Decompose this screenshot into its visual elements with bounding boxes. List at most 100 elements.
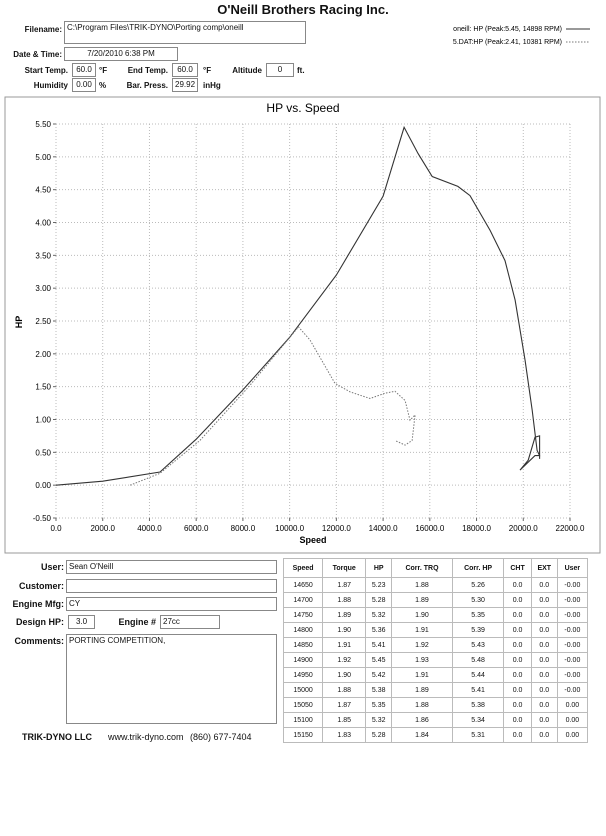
field-unit: inHg [203, 81, 221, 90]
table-row: 15000 1.88 5.38 1.89 5.41 0.0 0.0 -0.00 [282, 682, 589, 698]
y-tick-label: 5.00 [35, 153, 51, 162]
x-tick-label: 2000.0 [90, 524, 115, 533]
table-cell: 0.0 [530, 712, 558, 728]
table-cell: 5.23 [365, 577, 393, 593]
y-tick-label: 0.00 [35, 481, 51, 490]
table-cell: 5.28 [365, 727, 393, 743]
column-header: HP [365, 558, 393, 578]
x-tick-label: 16000.0 [415, 524, 444, 533]
table-cell: 1.88 [322, 592, 367, 608]
field-value: 60.0 [72, 63, 96, 77]
chart-title: HP vs. Speed [266, 101, 339, 115]
table-cell: 5.42 [365, 667, 393, 683]
form-label: Design HP: [15, 617, 64, 627]
table-row: 14800 1.90 5.36 1.91 5.39 0.0 0.0 -0.00 [282, 622, 589, 638]
table-cell: 1.87 [322, 577, 367, 593]
table-cell: -0.00 [556, 592, 589, 608]
table-cell: 0.0 [503, 592, 532, 608]
table-cell: 5.35 [451, 607, 505, 623]
chart: HP vs. Speed Speed HP -0.500.000.501.001… [4, 26, 601, 554]
x-tick-label: 14000.0 [369, 524, 398, 533]
table-cell: 0.0 [503, 682, 532, 698]
field-unit: °F [99, 66, 108, 75]
y-tick-label: 2.00 [35, 350, 51, 359]
form-value: Sean O'Neill [66, 560, 277, 574]
x-tick-label: 0.0 [50, 524, 62, 533]
x-tick-label: 4000.0 [137, 524, 162, 533]
table-cell: 0.0 [530, 727, 558, 743]
footer-website: www.trik-dyno.com [108, 732, 184, 742]
table-cell: 5.31 [451, 727, 505, 743]
footer-company: TRIK-DYNO LLC [22, 732, 92, 742]
form-value: PORTING COMPETITION, [66, 634, 277, 724]
table-row: 15050 1.87 5.35 1.88 5.38 0.0 0.0 0.00 [282, 697, 589, 713]
table-cell: 0.0 [503, 712, 532, 728]
table-cell: 5.26 [451, 577, 505, 593]
table-cell: -0.00 [556, 667, 589, 683]
table-cell: 5.43 [451, 637, 505, 653]
table-cell: 1.88 [322, 682, 367, 698]
column-header: Corr. TRQ [391, 558, 453, 578]
legend-label: 5.DAT:HP (Peak:2.41, 10381 RPM) [453, 39, 562, 46]
form-value: CY [66, 597, 277, 611]
table-cell: 14650 [282, 577, 324, 593]
table-cell: 14900 [282, 652, 324, 668]
table-cell: -0.00 [556, 637, 589, 653]
form-label: Customer: [18, 581, 64, 591]
table-row: 14950 1.90 5.42 1.91 5.44 0.0 0.0 -0.00 [282, 667, 589, 683]
table-cell: -0.00 [556, 577, 589, 593]
table-row: 14900 1.92 5.45 1.93 5.48 0.0 0.0 -0.00 [282, 652, 589, 668]
table-cell: 0.00 [556, 712, 589, 728]
field-value: 0 [266, 63, 294, 77]
column-header: User [556, 558, 589, 578]
table-cell: 5.45 [365, 652, 393, 668]
table-cell: 1.89 [322, 607, 367, 623]
table-cell: 5.36 [365, 622, 393, 638]
form-value: 3.0 [68, 615, 95, 629]
y-axis-label: HP [14, 316, 24, 329]
table-cell: 5.44 [451, 667, 505, 683]
y-tick-label: 1.50 [35, 383, 51, 392]
legend-label: oneill: HP (Peak:5.45, 14898 RPM) [453, 26, 562, 33]
x-tick-label: 10000.0 [275, 524, 304, 533]
x-axis-label: Speed [299, 535, 326, 545]
series-line [129, 326, 416, 486]
table-row: 15150 1.83 5.28 1.84 5.31 0.0 0.0 0.00 [282, 727, 589, 743]
field-value: 7/20/2010 6:38 PM [64, 47, 178, 61]
field-label: Filename: [24, 25, 62, 34]
form-label: Engine Mfg: [12, 599, 65, 609]
table-cell: 1.90 [322, 622, 367, 638]
data-table: Speed Torque HP Corr. TRQ Corr. HP CHT EXT User… [282, 558, 589, 743]
y-tick-label: 0.50 [35, 448, 51, 457]
table-cell: 0.0 [530, 697, 558, 713]
table-row: 15100 1.85 5.32 1.86 5.34 0.0 0.0 0.00 [282, 712, 589, 728]
field-label: Altitude [232, 66, 262, 75]
table-cell: -0.00 [556, 682, 589, 698]
y-tick-label: 3.00 [35, 284, 51, 293]
table-cell: 5.38 [451, 697, 505, 713]
table-cell: 5.32 [365, 607, 393, 623]
x-tick-label: 20000.0 [509, 524, 538, 533]
table-cell: 14700 [282, 592, 324, 608]
table-row: 14750 1.89 5.32 1.90 5.35 0.0 0.0 -0.00 [282, 607, 589, 623]
report-title: O'Neill Brothers Racing Inc. [217, 2, 389, 17]
y-tick-label: 2.50 [35, 317, 51, 326]
table-cell: 1.90 [322, 667, 367, 683]
x-tick-label: 8000.0 [231, 524, 256, 533]
column-header: Torque [322, 558, 367, 578]
table-row: 14700 1.88 5.28 1.89 5.30 0.0 0.0 -0.00 [282, 592, 589, 608]
table-cell: 15000 [282, 682, 324, 698]
table-cell: 14850 [282, 637, 324, 653]
table-cell: 0.0 [503, 652, 532, 668]
table-cell: 0.0 [503, 577, 532, 593]
column-header: Corr. HP [451, 558, 505, 578]
table-cell: 5.48 [451, 652, 505, 668]
series-line [55, 125, 541, 486]
form-label: Comments: [14, 636, 64, 646]
table-cell: 0.0 [503, 622, 532, 638]
table-cell: 1.88 [391, 577, 453, 593]
column-header: EXT [530, 558, 558, 578]
table-cell: 15100 [282, 712, 324, 728]
table-cell: 5.32 [365, 712, 393, 728]
